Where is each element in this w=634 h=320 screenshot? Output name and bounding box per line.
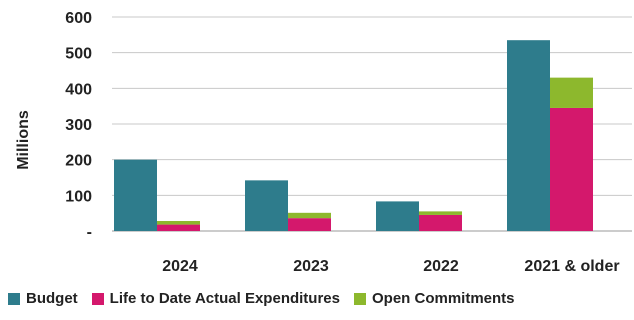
bar-open-commitments <box>550 77 593 108</box>
gridlines <box>112 16 632 232</box>
x-axis-categories: 2024 2023 2022 2021 & older <box>162 258 619 275</box>
y-tick-label: 600 <box>65 10 92 27</box>
legend: Budget Life to Date Actual Expenditures … <box>8 290 630 307</box>
x-category-label: 2022 <box>423 258 459 275</box>
y-axis-label: Millions <box>15 110 32 170</box>
legend-label-budget: Budget <box>26 290 78 307</box>
bar-actual-expenditures <box>419 214 462 231</box>
legend-label-open-commitments: Open Commitments <box>372 290 515 307</box>
y-tick-label: 300 <box>65 117 92 134</box>
x-category-label: 2024 <box>162 258 198 275</box>
bar-budget <box>245 180 288 231</box>
legend-swatch-actuals <box>91 292 104 305</box>
bar-actual-expenditures <box>157 224 200 231</box>
y-tick-label: 400 <box>65 81 92 98</box>
bar-chart: - 100 200 300 400 500 600 2024 2023 2022 2021 & o… <box>15 10 632 275</box>
y-tick-label: 100 <box>65 188 92 205</box>
legend-swatch-budget <box>8 292 20 305</box>
y-tick-label: 200 <box>65 153 92 170</box>
y-tick-label: 500 <box>65 46 92 63</box>
bar-open-commitments <box>419 211 462 215</box>
legend-swatch-open-commitments <box>354 292 366 305</box>
bar-open-commitments <box>157 221 200 225</box>
legend-item-budget: Budget <box>8 290 78 307</box>
bar-open-commitments <box>288 212 331 219</box>
y-tick-label: - <box>87 224 92 241</box>
bar-budget <box>376 201 419 231</box>
bar-actual-expenditures <box>550 107 593 231</box>
y-axis-ticks: - 100 200 300 400 500 600 <box>65 10 92 241</box>
x-category-label: 2023 <box>293 258 329 275</box>
bars <box>114 40 593 231</box>
legend-item-actuals: Life to Date Actual Expenditures <box>91 290 340 307</box>
legend-item-open-commitments: Open Commitments <box>354 290 515 307</box>
bar-actual-expenditures <box>288 218 331 231</box>
x-category-label: 2021 & older <box>524 258 619 275</box>
bar-budget <box>507 40 550 231</box>
legend-label-actuals: Life to Date Actual Expenditures <box>109 290 340 307</box>
bar-budget <box>114 159 157 231</box>
